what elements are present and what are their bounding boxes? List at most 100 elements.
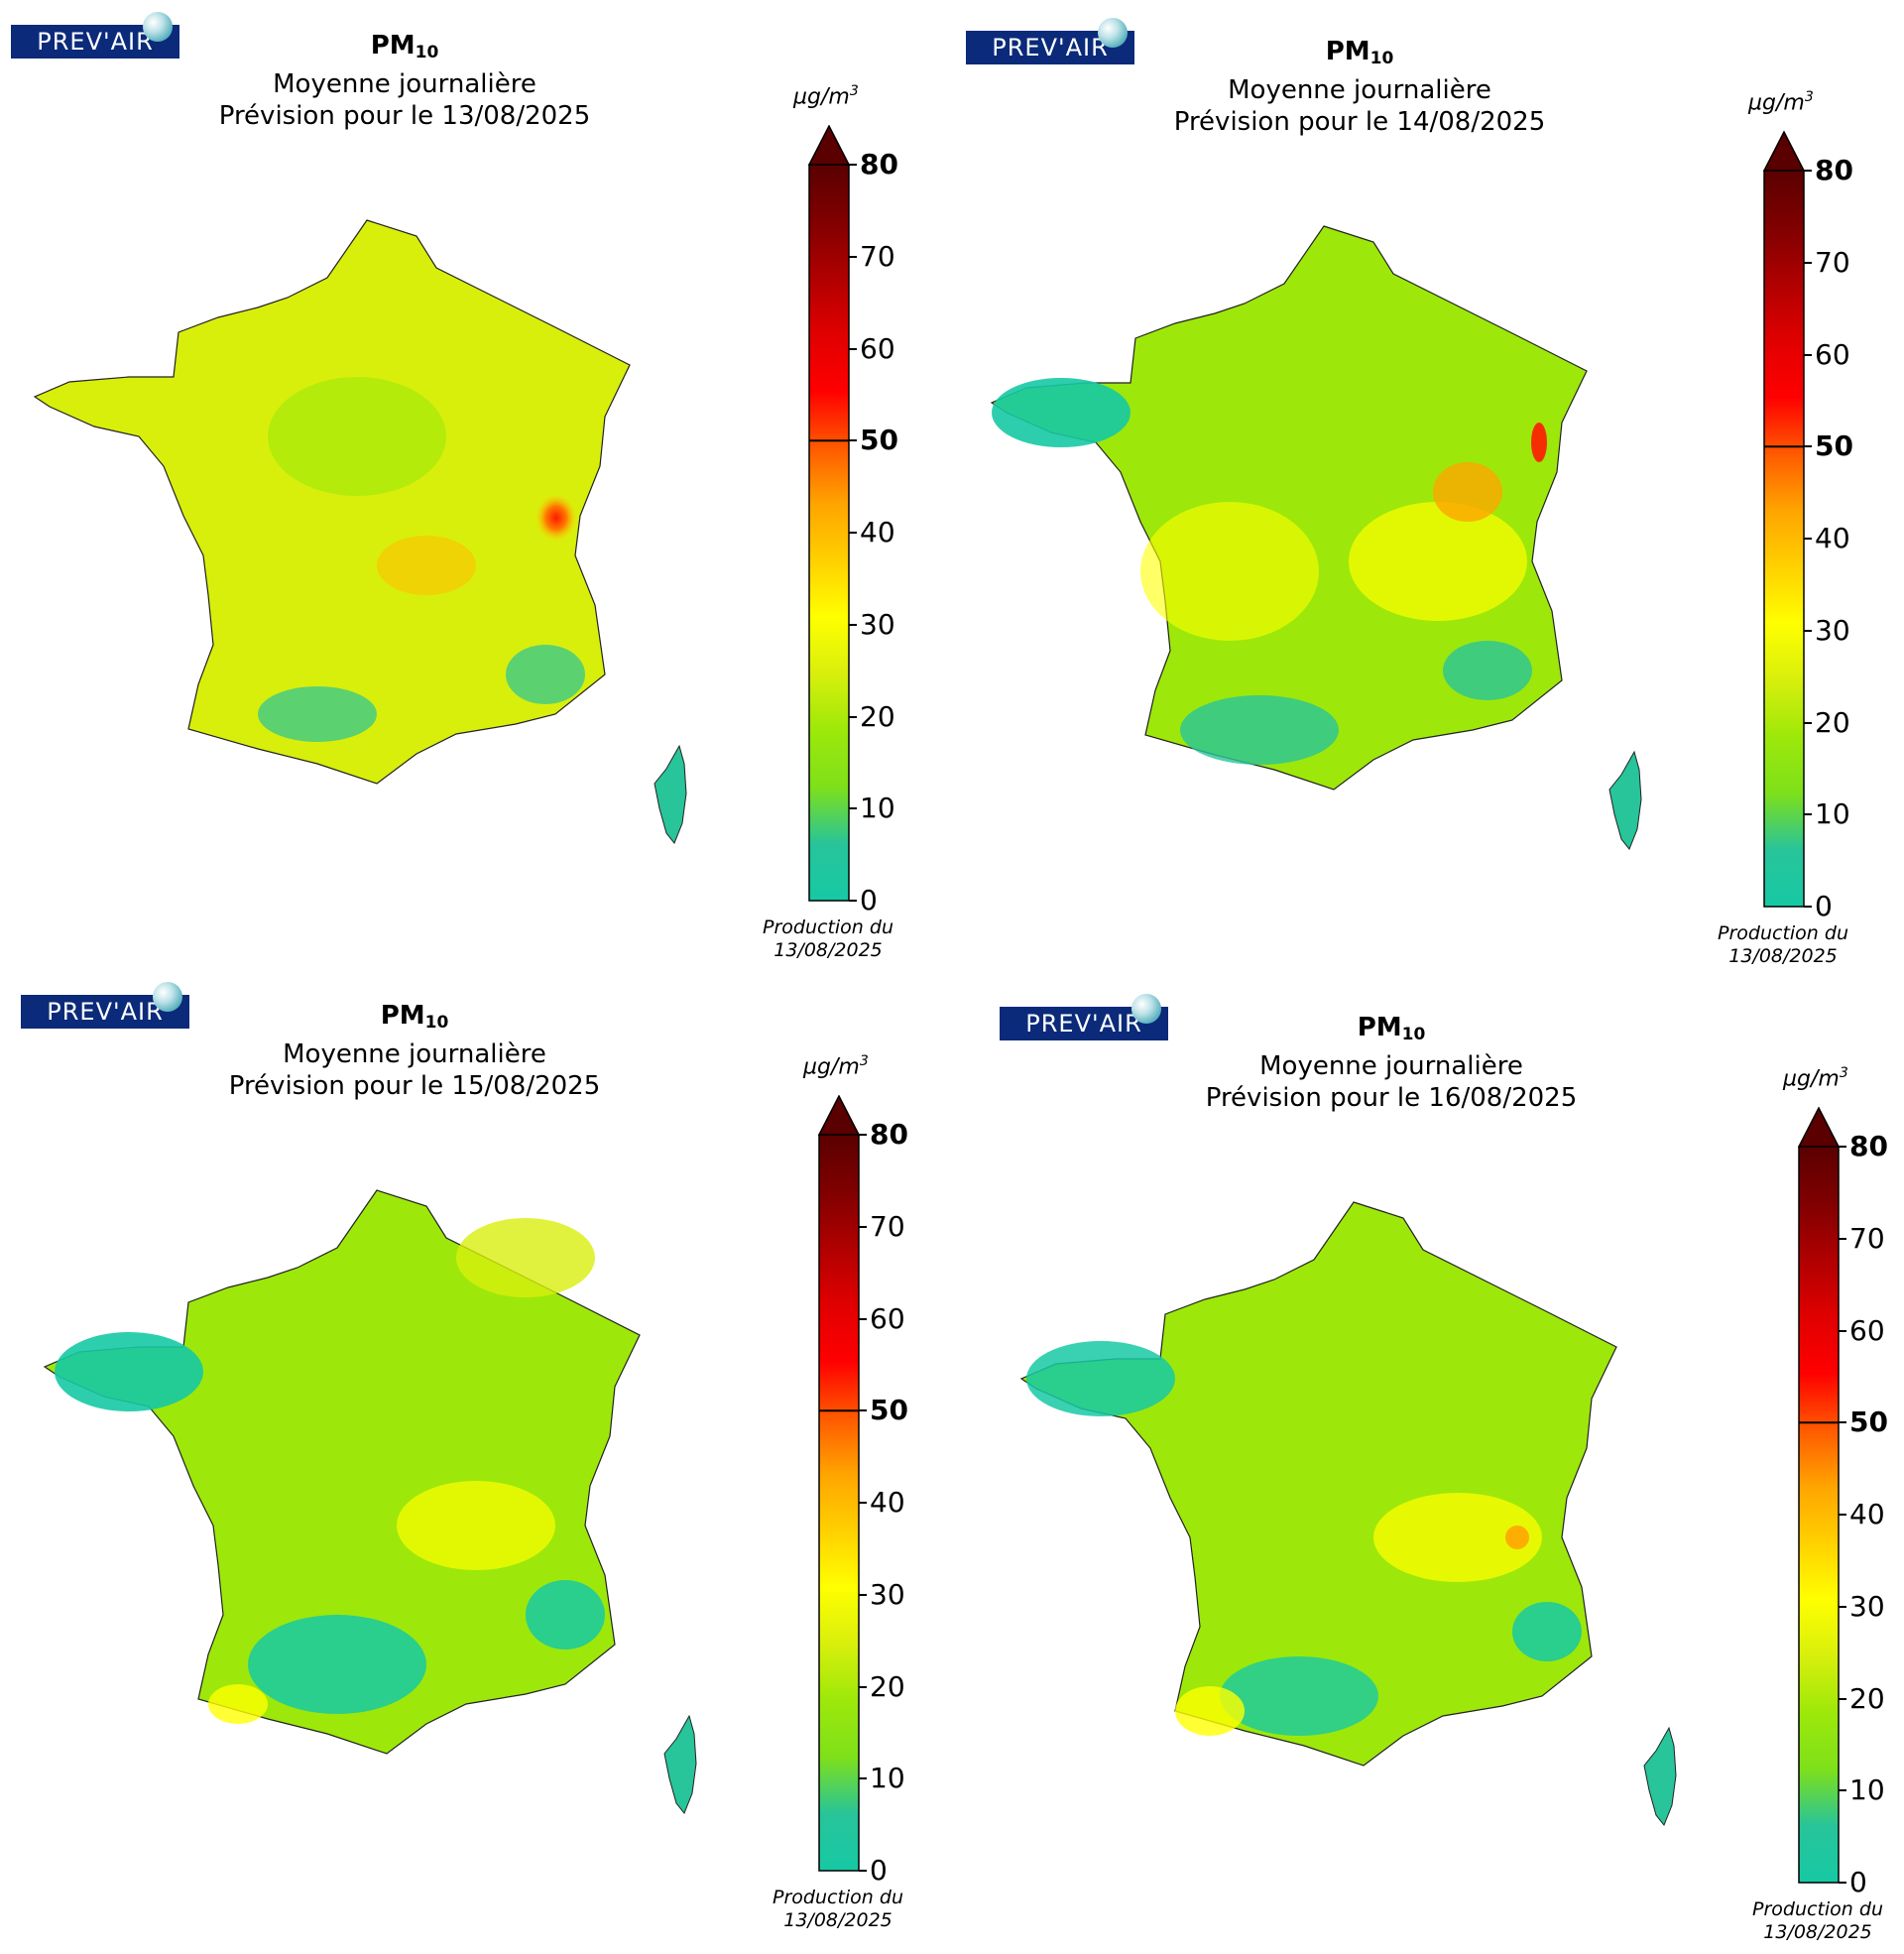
colorbar-tick [859, 1502, 867, 1504]
map-title: PM10 Moyenne journalière Prévision pour … [206, 1000, 623, 1102]
colorbar-tick [859, 1409, 867, 1412]
colorbar-tick-label: 50 [1815, 429, 1853, 463]
colorbar-tick [1839, 1789, 1846, 1792]
france-mainland [990, 225, 1588, 791]
colorbar-tick-label: 0 [1849, 1866, 1867, 1898]
colorbar-tick [1839, 1605, 1846, 1608]
colorbar-tick [849, 715, 857, 718]
colorbar-tick [849, 347, 857, 350]
colorbar-tick-label: 60 [1849, 1313, 1885, 1347]
colorbar-tick [849, 439, 857, 442]
colorbar-tick [859, 1685, 867, 1688]
colorbar-tick-label: 40 [1849, 1498, 1885, 1530]
map-title: PM10 Moyenne journalière Prévision pour … [1151, 36, 1568, 138]
unit-label: µg/m3 [793, 83, 859, 110]
colorbar-tick [1839, 1237, 1846, 1240]
globe-icon [153, 982, 182, 1012]
production-label: Production du 13/08/2025 [1752, 1898, 1883, 1943]
colorbar-tick [859, 1593, 867, 1596]
colorbar-tick-label: 50 [870, 1394, 908, 1427]
corsica [663, 1714, 697, 1814]
colorbar-tick-label: 40 [860, 516, 895, 549]
colorbar-tick-label: 0 [860, 884, 878, 916]
colorbar-extend-arrow [818, 1095, 860, 1136]
colorbar-tick-label: 60 [860, 331, 895, 365]
colorbar-tick-label: 40 [870, 1486, 905, 1519]
colorbar-tick-label: 10 [860, 792, 895, 825]
colorbar [808, 125, 850, 902]
forecast-date: Prévision pour le 14/08/2025 [1173, 107, 1546, 137]
colorbar-tick-label: 40 [1815, 522, 1850, 554]
colorbar-tick-label: 50 [860, 424, 898, 457]
forecast-date: Prévision pour le 16/08/2025 [1205, 1083, 1578, 1113]
colorbar-tick-label: 10 [870, 1762, 905, 1795]
colorbar-tick-label: 80 [860, 148, 898, 181]
colorbar-tick [1839, 1882, 1846, 1884]
unit-label: µg/m3 [1783, 1065, 1848, 1092]
colorbar-tick [1839, 1329, 1846, 1332]
subtitle: Moyenne journalière [273, 69, 536, 99]
colorbar-tick [1839, 1697, 1846, 1700]
colorbar-tick [859, 1870, 867, 1872]
production-label: Production du 13/08/2025 [1718, 922, 1848, 967]
map-panel-4: PREV'AIR PM10 Moyenne journalière Prévis… [952, 982, 1904, 1954]
colorbar-tick-label: 10 [1815, 797, 1850, 831]
prevair-logo: PREV'AIR [21, 995, 189, 1029]
colorbar-tick-label: 20 [1815, 705, 1850, 739]
forecast-date: Prévision pour le 15/08/2025 [228, 1071, 601, 1101]
colorbar-tick [1839, 1146, 1846, 1148]
colorbar-tick [1804, 261, 1812, 264]
france-pm10-map [33, 219, 687, 844]
colorbar-tick-label: 30 [1815, 613, 1850, 647]
colorbar-tick-label: 80 [1815, 154, 1853, 186]
unit-label: µg/m3 [1748, 89, 1814, 116]
production-label: Production du 13/08/2025 [773, 1887, 903, 1931]
france-pm10-map [990, 225, 1642, 850]
colorbar-tick-label: 80 [1849, 1130, 1888, 1162]
corsica [1643, 1726, 1677, 1826]
colorbar-tick-label: 60 [1815, 337, 1850, 371]
colorbar-extend-arrow [808, 125, 850, 166]
colorbar-tick [1804, 170, 1812, 172]
subtitle: Moyenne journalière [283, 1039, 546, 1069]
colorbar-tick [849, 164, 857, 166]
colorbar-tick-label: 10 [1849, 1773, 1885, 1807]
colorbar-gradient [808, 164, 850, 902]
map-title: PM10 Moyenne journalière Prévision pour … [1183, 1012, 1600, 1114]
colorbar-tick-label: 30 [1849, 1589, 1885, 1623]
colorbar-tick-label: 0 [1815, 890, 1833, 922]
colorbar-tick-label: 30 [860, 607, 895, 641]
colorbar [818, 1095, 860, 1872]
colorbar [1798, 1107, 1840, 1884]
colorbar-tick-label: 0 [870, 1854, 888, 1887]
colorbar-tick [859, 1225, 867, 1228]
colorbar-extend-arrow [1798, 1107, 1840, 1148]
colorbar-tick-label: 70 [870, 1209, 905, 1243]
colorbar-tick [1804, 813, 1812, 816]
france-pm10-map [43, 1189, 697, 1814]
colorbar-tick [1804, 906, 1812, 908]
prevair-logo: PREV'AIR [1000, 1007, 1168, 1040]
colorbar-tick [859, 1777, 867, 1780]
prevair-logo: PREV'AIR [966, 31, 1134, 64]
colorbar-tick-label: 20 [1849, 1681, 1885, 1715]
colorbar-tick-label: 70 [860, 239, 895, 273]
colorbar-tick-label: 70 [1815, 245, 1850, 279]
map-panel-2: PREV'AIR PM10 Moyenne journalière Prévis… [952, 6, 1904, 978]
colorbar-tick [1839, 1421, 1846, 1424]
corsica [654, 744, 687, 844]
colorbar-tick [849, 532, 857, 534]
globe-icon [1098, 18, 1128, 48]
colorbar-tick-label: 20 [860, 699, 895, 733]
colorbar-tick [1804, 538, 1812, 540]
colorbar-tick [1804, 445, 1812, 448]
corsica [1608, 750, 1642, 850]
subtitle: Moyenne journalière [1259, 1051, 1523, 1081]
colorbar-gradient [818, 1134, 860, 1872]
colorbar-gradient [1798, 1146, 1840, 1884]
colorbar-tick [849, 255, 857, 258]
globe-icon [143, 12, 173, 42]
colorbar-tick [1804, 629, 1812, 632]
colorbar-tick-label: 70 [1849, 1221, 1885, 1255]
colorbar-tick [859, 1134, 867, 1136]
